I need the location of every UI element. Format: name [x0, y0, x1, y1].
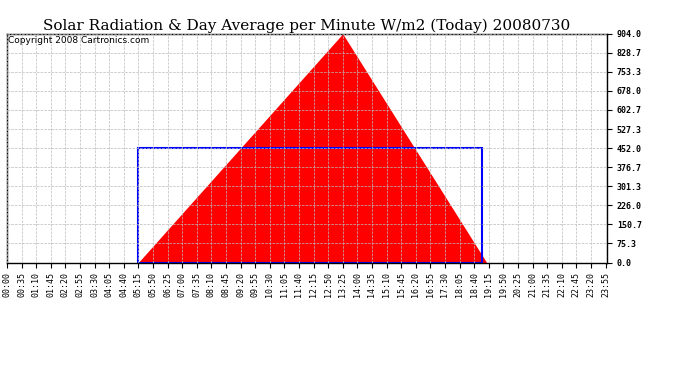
Text: Copyright 2008 Cartronics.com: Copyright 2008 Cartronics.com — [8, 36, 149, 45]
Title: Solar Radiation & Day Average per Minute W/m2 (Today) 20080730: Solar Radiation & Day Average per Minute… — [43, 18, 571, 33]
Bar — [138, 148, 482, 262]
